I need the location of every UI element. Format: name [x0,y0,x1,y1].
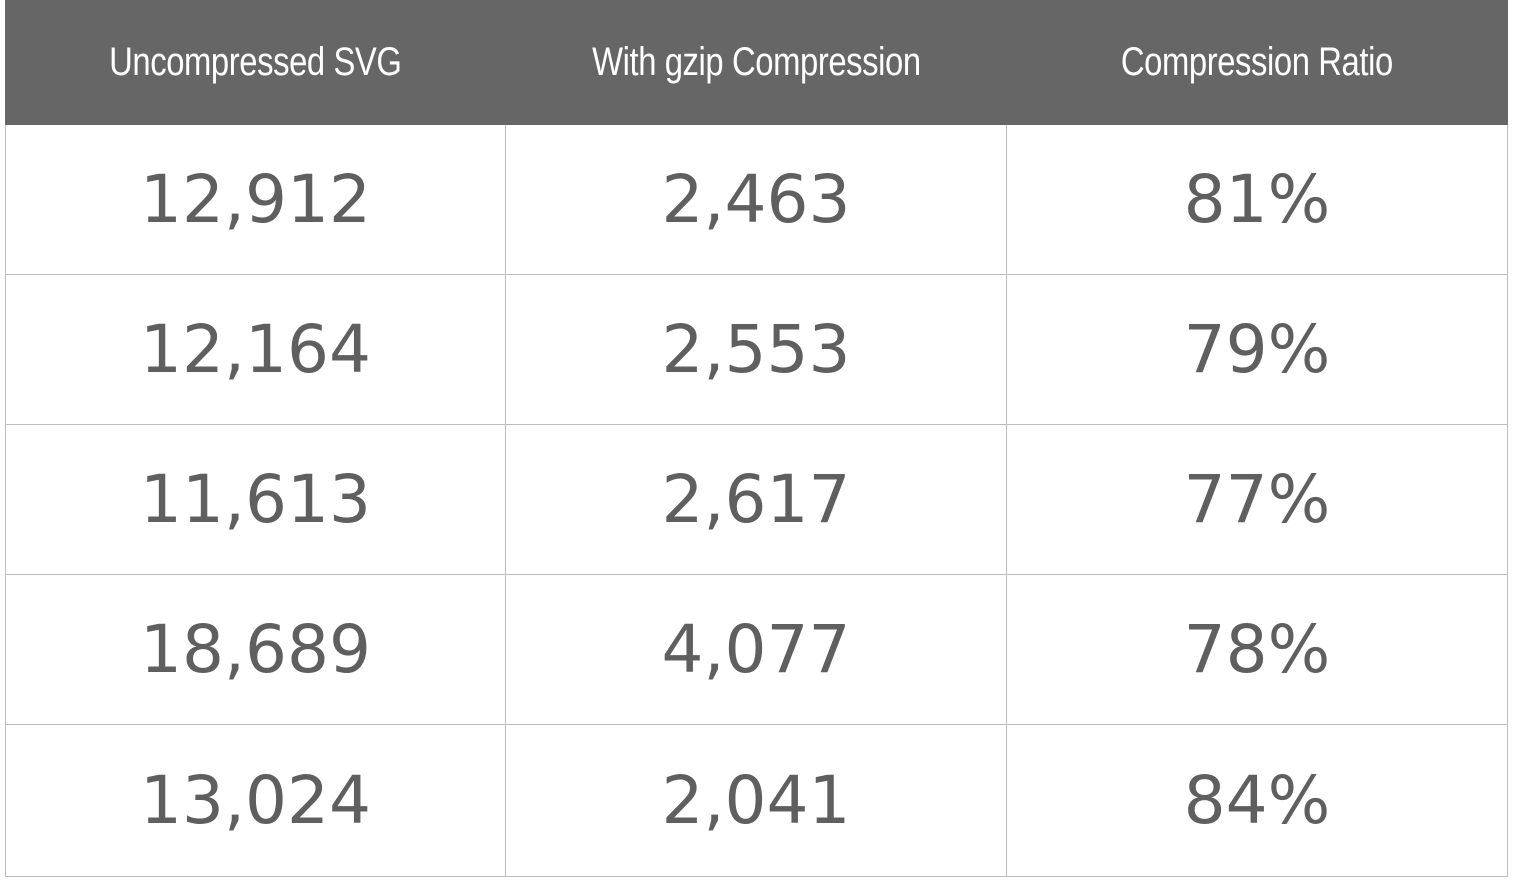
cell-ratio: 78% [1006,574,1508,725]
header-label: Uncompressed SVG [109,40,402,84]
cell-uncompressed: 12,912 [5,124,506,275]
cell-gzip: 4,077 [505,574,1007,725]
table-header: Uncompressed SVG With gzip Compression C… [5,0,1508,125]
table-row: 13,024 2,041 84% [5,724,1508,877]
cell-uncompressed: 12,164 [5,274,506,425]
cell-ratio: 77% [1006,424,1508,575]
table-row: 12,164 2,553 79% [5,274,1508,425]
cell-ratio: 79% [1006,274,1508,425]
cell-gzip: 2,463 [505,124,1007,275]
header-label: Compression Ratio [1121,40,1393,84]
table-row: 11,613 2,617 77% [5,424,1508,575]
header-compression-ratio: Compression Ratio [1006,0,1508,125]
cell-uncompressed: 11,613 [5,424,506,575]
compression-table: Uncompressed SVG With gzip Compression C… [5,0,1508,877]
header-label: With gzip Compression [591,40,921,84]
cell-ratio: 81% [1006,124,1508,275]
cell-ratio: 84% [1006,724,1508,877]
header-row: Uncompressed SVG With gzip Compression C… [5,0,1508,125]
table-row: 12,912 2,463 81% [5,124,1508,275]
cell-uncompressed: 13,024 [5,724,506,877]
cell-gzip: 2,553 [505,274,1007,425]
compression-table-container: Uncompressed SVG With gzip Compression C… [5,0,1508,880]
header-uncompressed-svg: Uncompressed SVG [5,0,506,125]
cell-uncompressed: 18,689 [5,574,506,725]
table-body: 12,912 2,463 81% 12,164 2,553 79% 11,613… [5,124,1508,877]
table-row: 18,689 4,077 78% [5,574,1508,725]
header-gzip-compression: With gzip Compression [505,0,1007,125]
cell-gzip: 2,041 [505,724,1007,877]
cell-gzip: 2,617 [505,424,1007,575]
